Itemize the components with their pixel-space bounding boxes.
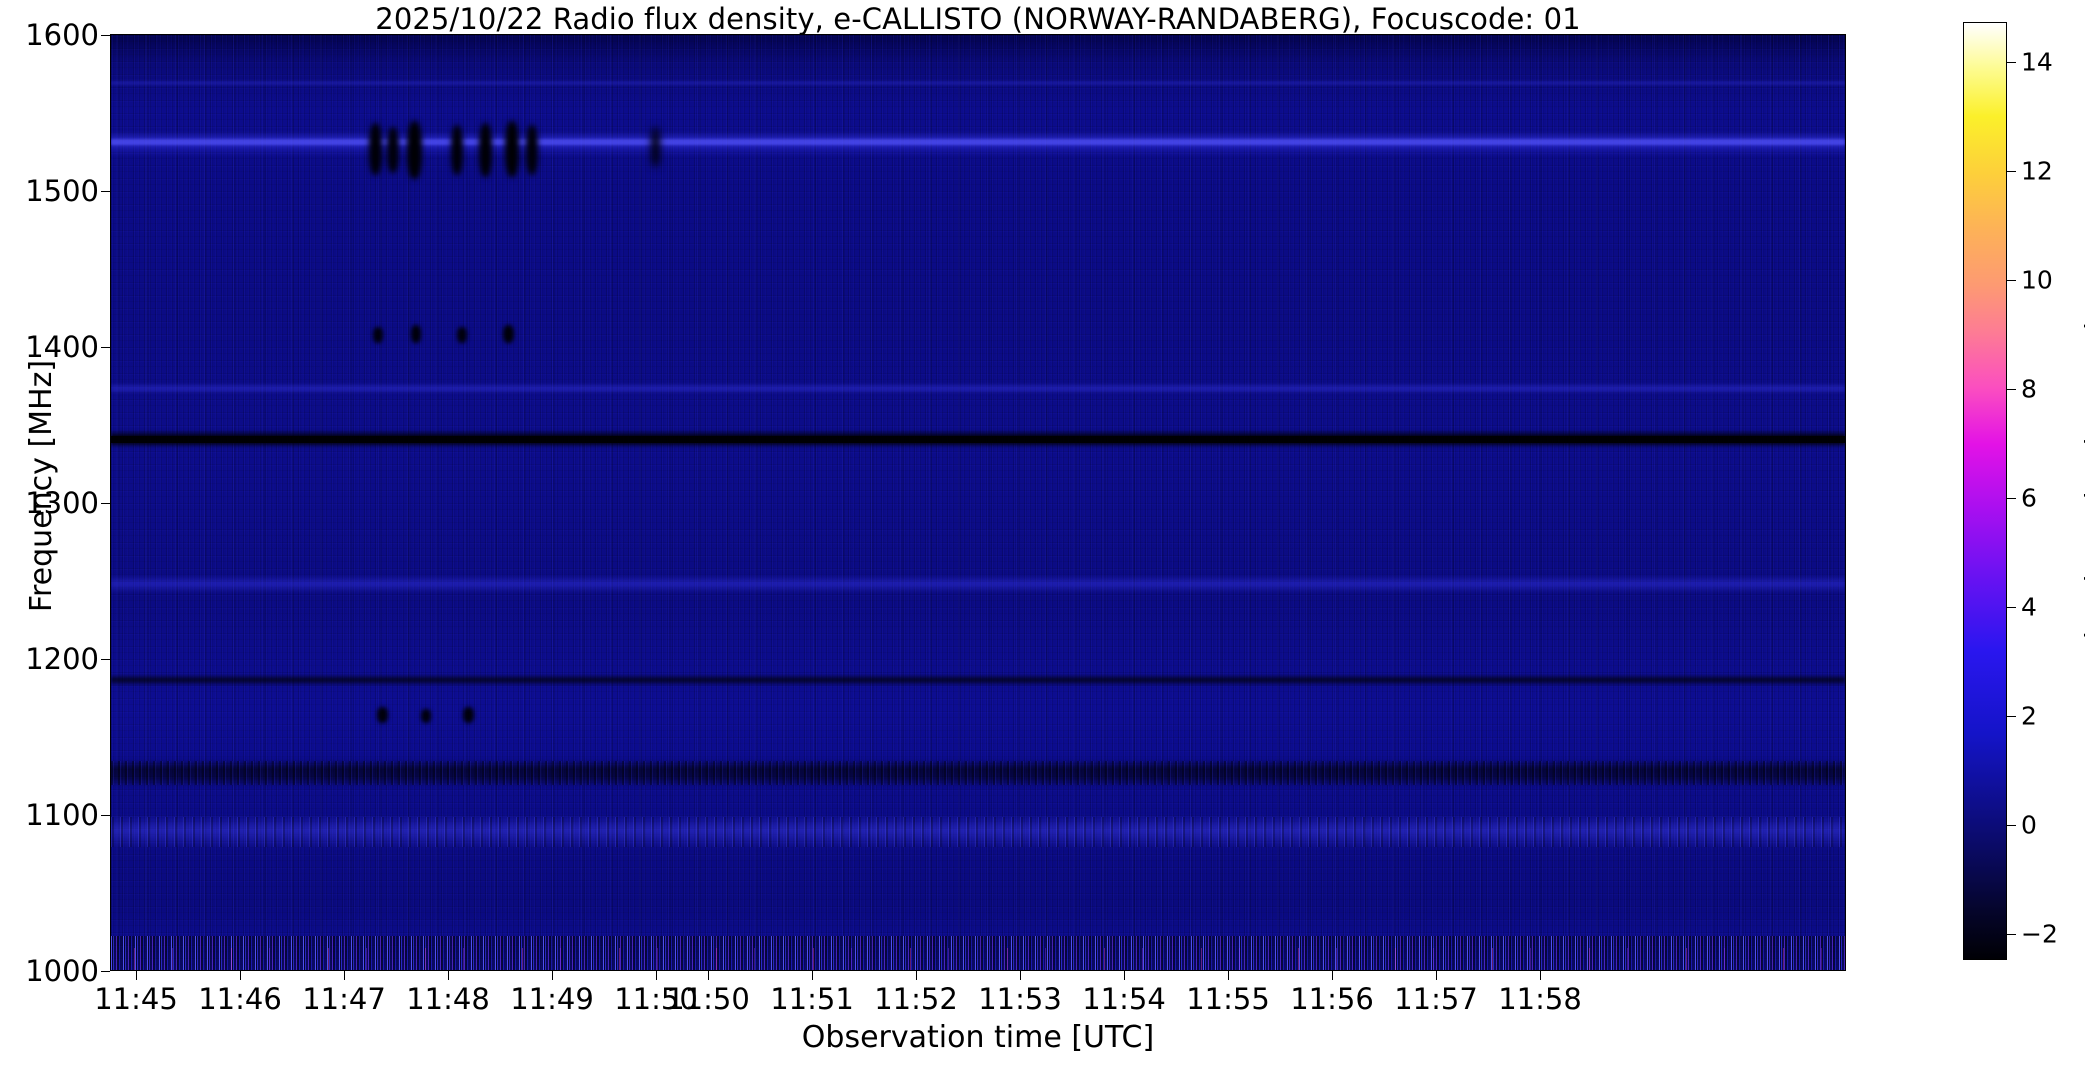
heatmap-vertical-noise-coarse — [111, 35, 1845, 970]
colorbar-tick — [2007, 716, 2016, 717]
x-tick — [1228, 971, 1229, 980]
x-tick-label: 11:45 — [94, 982, 178, 1016]
dark-blob-8 — [651, 127, 660, 167]
y-tick-label: 1500 — [25, 174, 99, 208]
dark-blob-6 — [505, 121, 519, 177]
y-tick — [101, 659, 110, 660]
x-tick — [1436, 971, 1437, 980]
colorbar-tick — [2007, 498, 2016, 499]
x-tick — [1332, 971, 1333, 980]
y-tick — [101, 347, 110, 348]
x-tick-label: 11:55 — [1186, 982, 1270, 1016]
colorbar-tick-label: 12 — [2021, 156, 2053, 186]
dark-blob-4 — [451, 125, 463, 175]
dark-patch-low-3 — [463, 707, 474, 723]
x-tick-label: 11:50 — [614, 982, 698, 1016]
colorbar-tick — [2007, 934, 2016, 935]
colorbar-tick-label: 14 — [2021, 47, 2053, 77]
dark-blob-5 — [479, 123, 492, 177]
y-tick — [101, 971, 110, 972]
dark-blob-7 — [526, 125, 538, 175]
x-tick — [812, 971, 813, 980]
colorbar-tick — [2007, 171, 2016, 172]
x-tick-label: 11:52 — [874, 982, 958, 1016]
heatmap-vertical-noise — [111, 35, 1845, 970]
colorbar-tick-label: 4 — [2021, 592, 2037, 622]
heatmap-background — [111, 35, 1845, 970]
x-tick — [656, 971, 657, 980]
dark-patch-low-1 — [377, 707, 388, 723]
x-tick-label: 11:50 — [666, 982, 750, 1016]
x-tick-label: 11:48 — [406, 982, 490, 1016]
dark-patch-low-2 — [421, 709, 431, 723]
colorbar-tick-label: −2 — [2021, 919, 2058, 949]
x-tick — [136, 971, 137, 980]
x-tick — [448, 971, 449, 980]
y-tick — [101, 191, 110, 192]
y-tick-label: 1100 — [25, 798, 99, 832]
dark-patch-mid-3 — [457, 327, 467, 343]
y-tick — [101, 815, 110, 816]
bright-edge-speckle-highlights — [111, 948, 1845, 970]
y-tick-label: 1400 — [25, 330, 99, 364]
x-tick-label: 11:47 — [302, 982, 386, 1016]
x-axis-label: Observation time [UTC] — [801, 1020, 1155, 1055]
y-tick-label: 1300 — [25, 486, 99, 520]
x-tick-label: 11:58 — [1498, 982, 1582, 1016]
dark-patch-mid-4 — [503, 325, 514, 343]
dark-patch-mid-2 — [411, 325, 421, 343]
x-tick — [240, 971, 241, 980]
y-tick — [101, 503, 110, 504]
colorbar-tick-label: 8 — [2021, 374, 2037, 404]
colorbar-tick — [2007, 607, 2016, 608]
y-tick-label: 1600 — [25, 18, 99, 52]
dark-patch-mid-1 — [373, 327, 383, 343]
dark-blob-3 — [407, 121, 422, 179]
dark-blob-1 — [369, 123, 382, 175]
colorbar-tick-label: 10 — [2021, 265, 2053, 295]
x-tick-label: 11:54 — [1082, 982, 1166, 1016]
colorbar-tick — [2007, 825, 2016, 826]
x-tick-label: 11:57 — [1394, 982, 1478, 1016]
colorbar-tick — [2007, 389, 2016, 390]
x-tick — [916, 971, 917, 980]
x-tick — [1020, 971, 1021, 980]
x-tick-label: 11:56 — [1290, 982, 1374, 1016]
x-tick — [1540, 971, 1541, 980]
colorbar-tick-label: 0 — [2021, 810, 2037, 840]
x-tick-label: 11:49 — [510, 982, 594, 1016]
y-tick-label: 1000 — [25, 954, 99, 988]
x-tick-label: 11:51 — [770, 982, 854, 1016]
x-tick — [344, 971, 345, 980]
x-tick — [552, 971, 553, 980]
y-tick-label: 1200 — [25, 642, 99, 676]
colorbar-tick — [2007, 280, 2016, 281]
heatmap-horizontal-noise — [111, 35, 1845, 970]
colorbar-tick — [2007, 62, 2016, 63]
x-tick-label: 11:53 — [978, 982, 1062, 1016]
colorbar-label: dB above background — [2080, 321, 2085, 651]
x-tick — [1124, 971, 1125, 980]
chart-title: 2025/10/22 Radio flux density, e-CALLIST… — [375, 2, 1581, 36]
bright-edge-speckle — [111, 936, 1845, 970]
x-tick — [708, 971, 709, 980]
colorbar[interactable] — [1963, 22, 2007, 960]
x-tick-label: 11:46 — [198, 982, 282, 1016]
colorbar-tick-label: 6 — [2021, 483, 2037, 513]
colorbar-tick-label: 2 — [2021, 701, 2037, 731]
dark-blob-2 — [387, 127, 399, 173]
y-tick — [101, 35, 110, 36]
spectrogram-plot-area[interactable] — [110, 34, 1846, 971]
